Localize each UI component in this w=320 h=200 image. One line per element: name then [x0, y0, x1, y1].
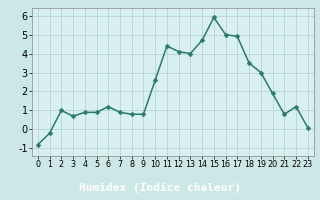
Text: Humidex (Indice chaleur): Humidex (Indice chaleur) [79, 183, 241, 193]
